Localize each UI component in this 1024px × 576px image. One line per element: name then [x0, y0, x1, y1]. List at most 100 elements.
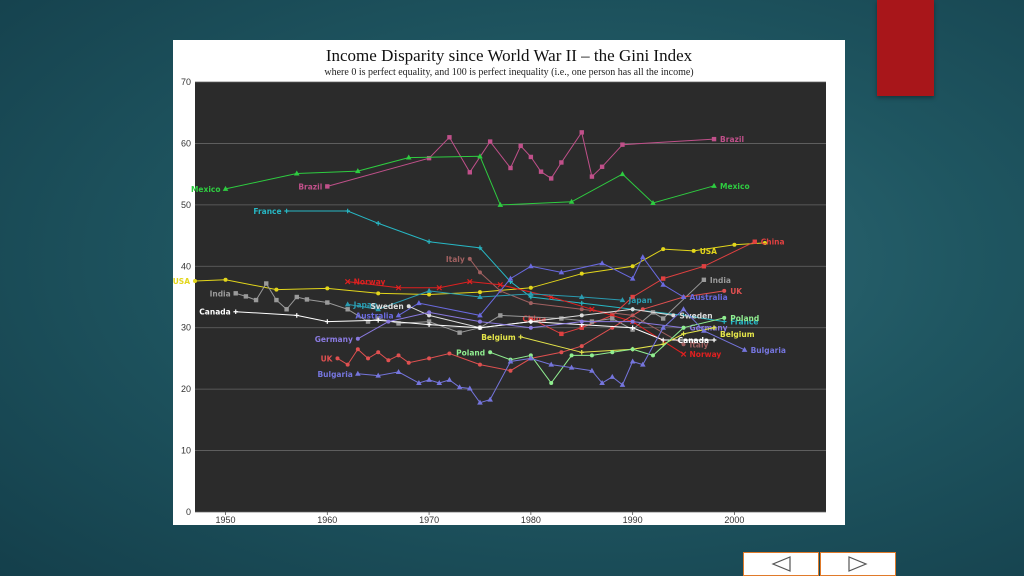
data-point-uk — [355, 347, 360, 352]
x-tick-label: 1980 — [521, 515, 541, 525]
data-point-poland — [528, 353, 533, 358]
data-point-india — [365, 319, 371, 324]
data-point-bulgaria — [568, 364, 575, 370]
data-point-uk — [427, 356, 432, 361]
data-point-brazil — [487, 139, 493, 144]
data-point-bulgaria — [487, 396, 493, 402]
data-point-italy — [467, 256, 472, 261]
data-point-bulgaria — [629, 358, 636, 364]
data-point-norway — [497, 281, 504, 288]
series-label-usa: USA — [700, 247, 717, 256]
data-point-uk — [406, 360, 411, 365]
series-label-uk: UK — [321, 354, 334, 363]
data-point-china — [752, 239, 757, 244]
data-point-norway — [467, 278, 473, 285]
data-point-australia — [507, 275, 514, 281]
data-point-mexico — [405, 154, 412, 160]
data-point-bulgaria — [507, 358, 514, 364]
data-point-india — [274, 297, 279, 303]
data-point-germany — [477, 319, 482, 324]
data-point-bulgaria — [355, 370, 361, 376]
chart-title: Income Disparity since World War II – th… — [325, 46, 693, 65]
data-point-india — [243, 294, 249, 299]
data-point-uk — [559, 350, 564, 355]
data-point-canada — [477, 325, 483, 331]
series-line-mexico — [225, 155, 715, 206]
data-point-france — [681, 313, 686, 318]
data-point-japan — [528, 290, 534, 296]
data-point-china — [630, 294, 635, 300]
series-label-china: China — [761, 238, 785, 247]
data-point-bulgaria — [466, 385, 473, 391]
data-point-canada — [426, 322, 432, 327]
data-point-canada — [711, 337, 717, 343]
y-tick-label: 50 — [181, 200, 191, 210]
data-point-sweden — [671, 313, 676, 318]
series-label-india: India — [710, 276, 731, 285]
data-point-sweden — [630, 307, 635, 312]
data-point-japan — [578, 294, 585, 299]
data-point-belgium — [579, 349, 585, 355]
data-point-mexico — [477, 153, 483, 159]
data-point-norway — [680, 351, 687, 357]
data-point-brazil — [447, 135, 452, 140]
data-point-india — [660, 316, 666, 321]
data-point-brazil — [518, 143, 523, 149]
data-point-usa — [223, 277, 228, 282]
data-point-bulgaria — [528, 355, 534, 361]
series-line-usa — [194, 242, 765, 296]
data-point-france — [426, 239, 432, 245]
data-point-canada — [528, 319, 534, 324]
data-point-bulgaria — [416, 380, 422, 385]
data-point-france — [375, 220, 381, 226]
data-point-india — [264, 281, 269, 286]
prev-slide-button[interactable] — [743, 552, 819, 576]
data-point-brazil — [426, 155, 432, 161]
data-point-china — [579, 325, 584, 330]
series-label-japan: Japan — [627, 296, 652, 305]
series-line-china — [530, 241, 756, 335]
data-point-canada — [325, 319, 330, 324]
chart-subtitle: where 0 is perfect equality, and 100 is … — [324, 67, 694, 78]
data-point-usa — [732, 242, 737, 247]
data-point-india — [233, 291, 238, 296]
data-point-usa — [477, 290, 482, 295]
series-label-brazil: Brazil — [720, 135, 744, 144]
next-slide-button[interactable] — [820, 552, 896, 576]
data-point-india — [701, 277, 707, 282]
series-label-bulgaria: Bulgaria — [751, 346, 786, 355]
data-point-poland — [650, 353, 655, 358]
data-point-bulgaria — [477, 399, 483, 405]
data-point-australia — [640, 254, 646, 260]
data-point-uk — [335, 356, 340, 361]
data-point-mexico — [568, 198, 575, 204]
data-point-brazil — [599, 164, 605, 169]
data-point-mexico — [650, 200, 656, 206]
series-label-bulgaria: Bulgaria — [317, 370, 352, 379]
series-label-uk: UK — [730, 287, 743, 296]
data-point-india — [325, 300, 330, 305]
x-tick-label: 1990 — [623, 515, 643, 525]
data-point-poland — [549, 381, 554, 385]
y-tick-label: 30 — [181, 323, 191, 333]
data-point-usa — [376, 291, 381, 296]
data-point-france — [477, 245, 483, 251]
x-tick-label: 1960 — [317, 515, 337, 525]
series-label-canada: Canada — [199, 308, 230, 317]
data-point-china — [701, 264, 707, 269]
data-point-norway — [344, 278, 351, 285]
series-label-germany: Germany — [315, 335, 353, 344]
data-point-brazil — [325, 184, 330, 189]
data-point-uk — [376, 350, 381, 355]
gini-line-chart: 0 10 20 30 40 50 60 70 1950 1960 1970 1980 1990 2000 B… — [173, 77, 826, 525]
data-point-poland — [722, 315, 727, 320]
data-point-brazil — [711, 136, 717, 142]
chart-panel: Income Disparity since World War II – th… — [173, 40, 845, 525]
series-label-germany: Germany — [690, 324, 728, 333]
data-point-italy — [528, 301, 533, 306]
data-point-canada — [660, 337, 666, 343]
data-point-india — [457, 330, 462, 335]
data-point-poland — [569, 353, 574, 358]
data-point-china — [528, 316, 534, 321]
y-tick-label: 0 — [186, 507, 191, 517]
